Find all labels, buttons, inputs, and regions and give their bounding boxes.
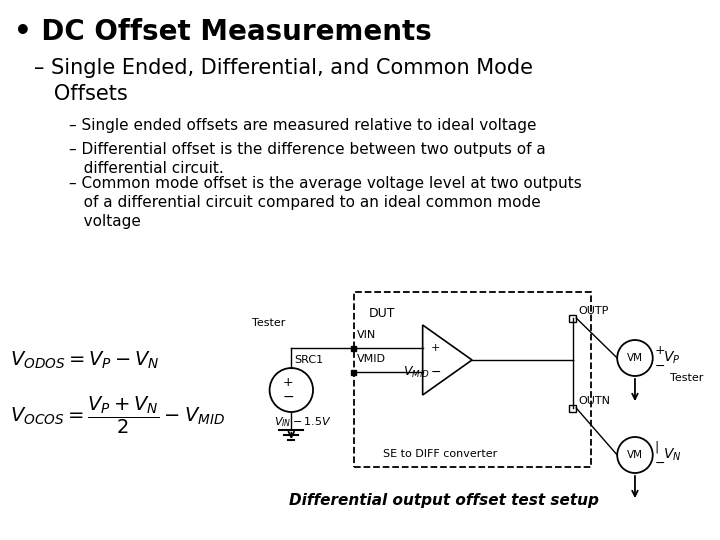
Text: |: | <box>654 441 659 454</box>
Text: VMID: VMID <box>356 354 385 364</box>
Text: SRC1: SRC1 <box>294 355 323 365</box>
Text: – Common mode offset is the average voltage level at two outputs
   of a differe: – Common mode offset is the average volt… <box>69 176 582 230</box>
Text: • DC Offset Measurements: • DC Offset Measurements <box>14 18 431 46</box>
Circle shape <box>617 340 653 376</box>
Text: SE to DIFF converter: SE to DIFF converter <box>383 449 498 459</box>
Bar <box>354 292 590 467</box>
Text: VM: VM <box>627 450 643 460</box>
Text: – Differential offset is the difference between two outputs of a
   differential: – Differential offset is the difference … <box>69 142 546 176</box>
Text: $V_{MiD}$: $V_{MiD}$ <box>403 364 430 380</box>
Text: +: + <box>654 343 665 356</box>
Text: $V_{ODOS} = V_P - V_N$: $V_{ODOS} = V_P - V_N$ <box>10 349 160 370</box>
Text: $V_P$: $V_P$ <box>662 350 680 366</box>
Text: −: − <box>654 456 665 469</box>
Circle shape <box>269 368 313 412</box>
Bar <box>351 346 356 350</box>
Text: Differential output offset test setup: Differential output offset test setup <box>289 492 599 508</box>
Text: VM: VM <box>627 353 643 363</box>
Text: – Single Ended, Differential, and Common Mode
   Offsets: – Single Ended, Differential, and Common… <box>34 58 533 104</box>
Text: Tester: Tester <box>252 318 285 328</box>
Text: +: + <box>283 376 294 389</box>
Bar <box>570 404 576 411</box>
Text: −: − <box>431 366 441 379</box>
Text: −: − <box>282 390 294 404</box>
Text: $V_{IN} - 1.5V$: $V_{IN} - 1.5V$ <box>274 415 331 429</box>
Text: – Single ended offsets are measured relative to ideal voltage: – Single ended offsets are measured rela… <box>69 118 536 133</box>
Text: VIN: VIN <box>356 330 376 340</box>
Text: OUTN: OUTN <box>578 396 610 406</box>
Text: DUT: DUT <box>369 307 395 320</box>
Text: +: + <box>431 343 440 353</box>
Bar <box>351 369 356 375</box>
Bar <box>570 314 576 321</box>
Text: OUTP: OUTP <box>578 306 608 316</box>
Text: Tester: Tester <box>670 373 703 383</box>
Text: $V_N$: $V_N$ <box>662 447 681 463</box>
Text: $V_{OCOS} = \dfrac{V_P + V_N}{2} - V_{MID}$: $V_{OCOS} = \dfrac{V_P + V_N}{2} - V_{MI… <box>10 394 225 436</box>
Circle shape <box>617 437 653 473</box>
Text: −: − <box>654 360 665 373</box>
